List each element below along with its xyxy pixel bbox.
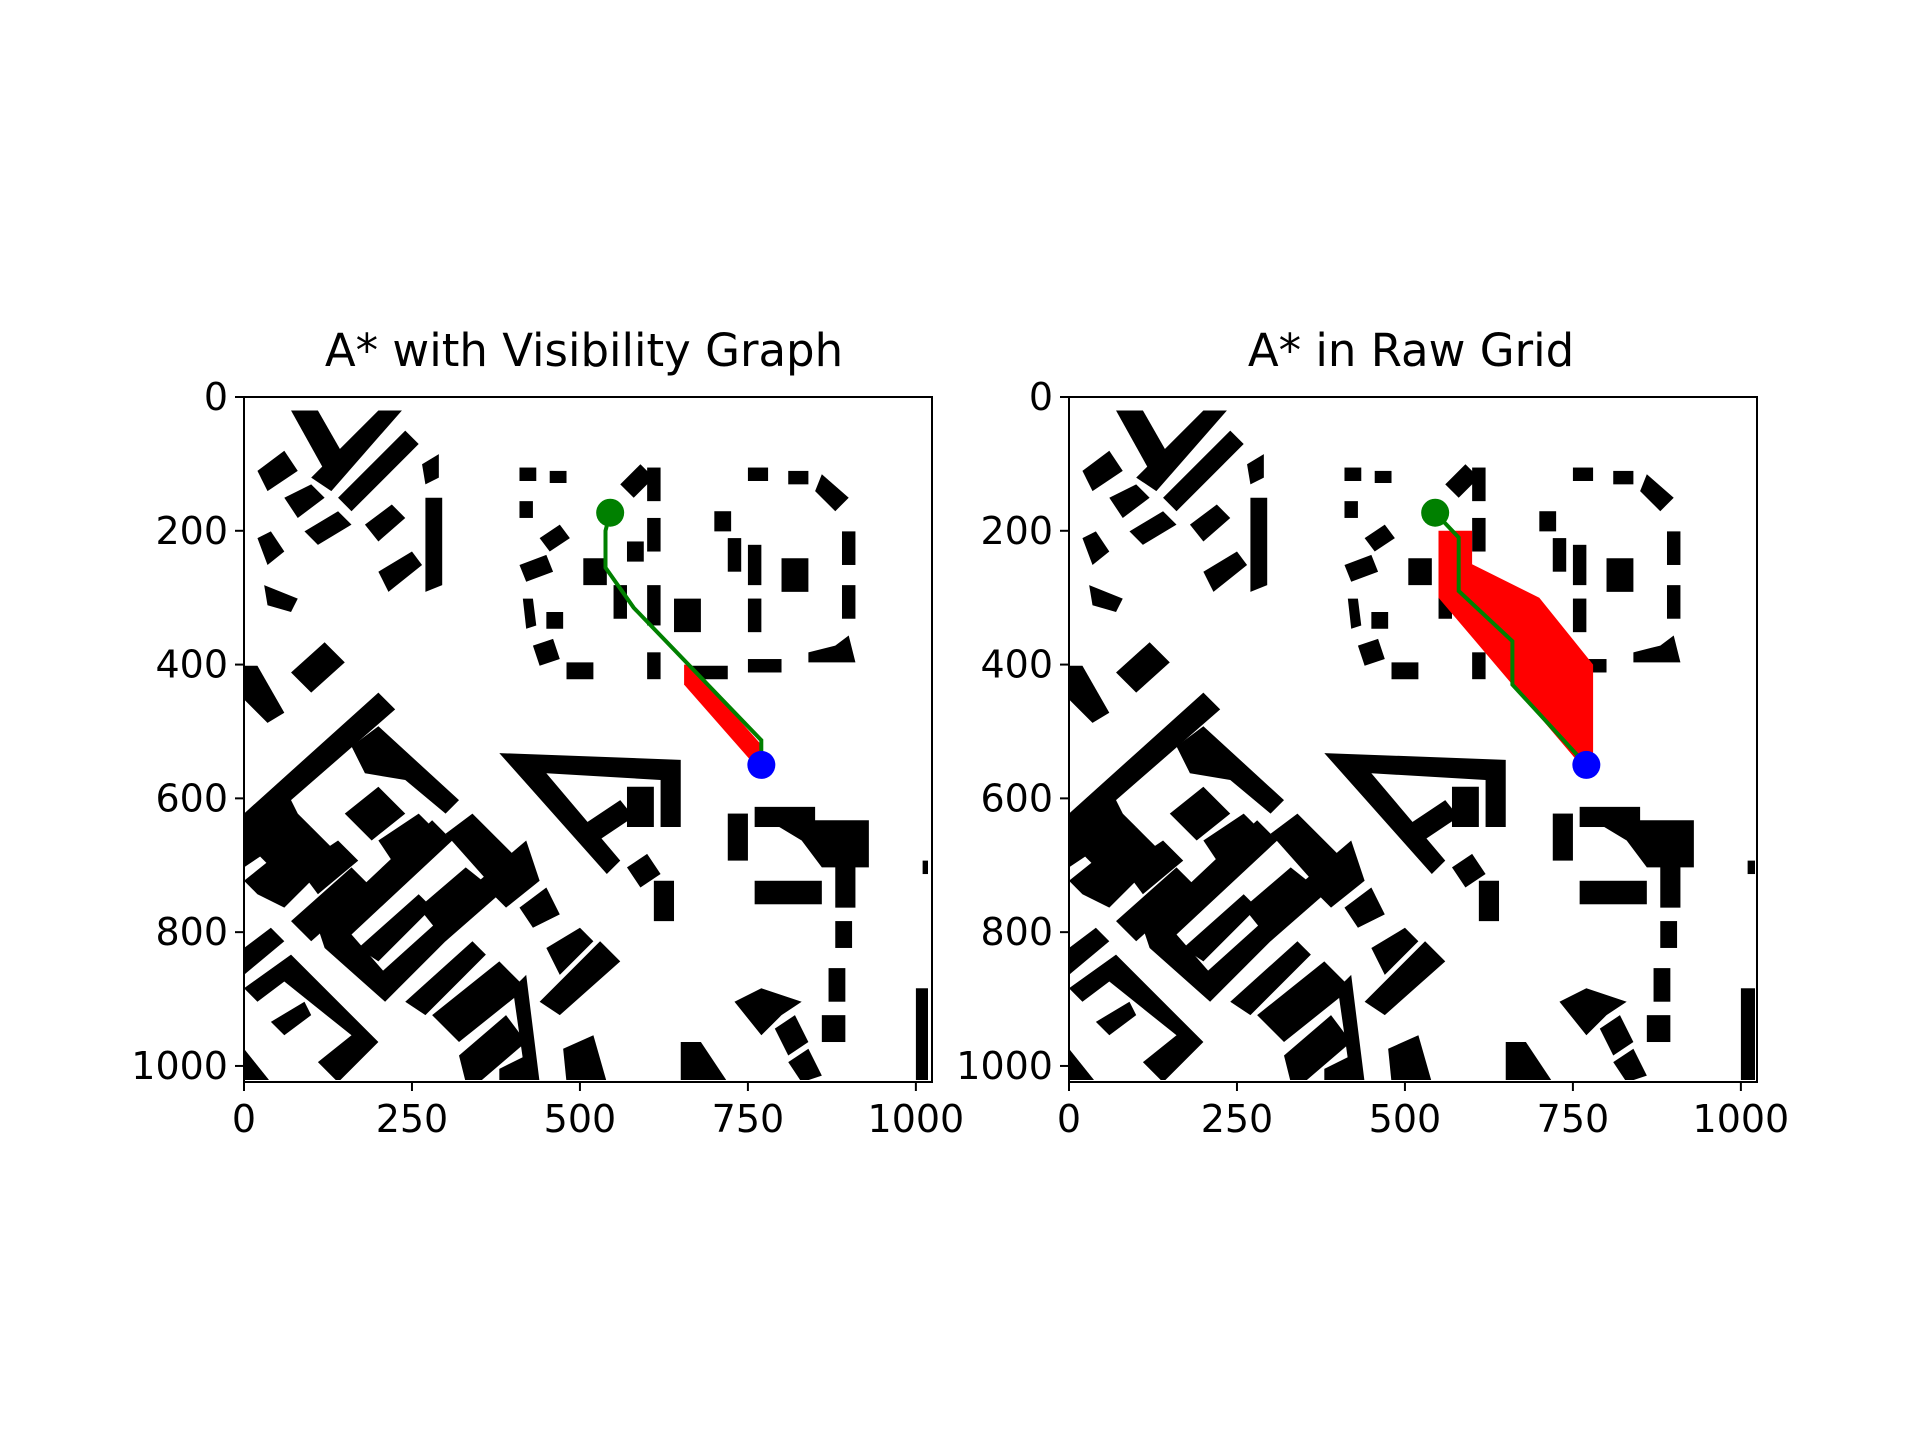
left-x-tick-label: 750 [712,1097,785,1141]
left-y-tick-label: 0 [204,375,228,419]
right-y-ticks: 0 200 400 600 800 1000 [956,375,1069,1088]
left-x-tick-label: 0 [232,1097,256,1141]
right-x-tick-label: 250 [1201,1097,1274,1141]
right-axes: A* in Raw Grid 0 250 500 750 1000 0 200 400 600… [956,324,1789,1141]
left-explored-region [684,664,762,765]
left-path-line [603,512,764,765]
left-axes-frame [243,396,933,1083]
left-x-tick-label: 250 [376,1097,449,1141]
right-y-tick-label: 200 [980,509,1053,553]
right-y-tick-label: 1000 [956,1044,1053,1088]
left-obstacle-map [244,410,928,1080]
left-y-tick-label: 400 [155,643,228,687]
right-y-tick-label: 600 [980,776,1053,820]
left-y-tick-label: 1000 [131,1044,228,1088]
right-x-tick-label: 0 [1057,1097,1081,1141]
right-y-tick-label: 400 [980,643,1053,687]
left-x-tick-label: 1000 [868,1097,965,1141]
left-goal-marker [747,750,776,779]
right-x-tick-label: 750 [1537,1097,1610,1141]
left-y-tick-label: 800 [155,910,228,954]
right-chart-title: A* in Raw Grid [1248,324,1574,377]
right-explored-region [1438,530,1594,772]
right-axes-frame [1068,396,1758,1083]
left-chart-title: A* with Visibility Graph [325,324,843,377]
right-x-tick-label: 1000 [1693,1097,1790,1141]
left-x-ticks: 0 250 500 750 1000 [232,1082,964,1141]
left-start-marker [596,498,625,527]
left-x-tick-label: 500 [544,1097,617,1141]
right-x-tick-label: 500 [1369,1097,1442,1141]
right-goal-marker [1572,750,1601,779]
right-start-marker [1421,498,1450,527]
right-path-line [1433,511,1588,767]
left-y-tick-label: 200 [155,509,228,553]
right-obstacle-map [1069,410,1755,1080]
left-y-tick-label: 600 [155,776,228,820]
right-y-tick-label: 0 [1029,375,1053,419]
right-y-tick-label: 800 [980,910,1053,954]
left-y-ticks: 0 200 400 600 800 1000 [131,375,244,1088]
right-x-ticks: 0 250 500 750 1000 [1057,1082,1789,1141]
left-axes: A* with Visibility Graph 0 250 500 750 1000 … [131,324,964,1141]
